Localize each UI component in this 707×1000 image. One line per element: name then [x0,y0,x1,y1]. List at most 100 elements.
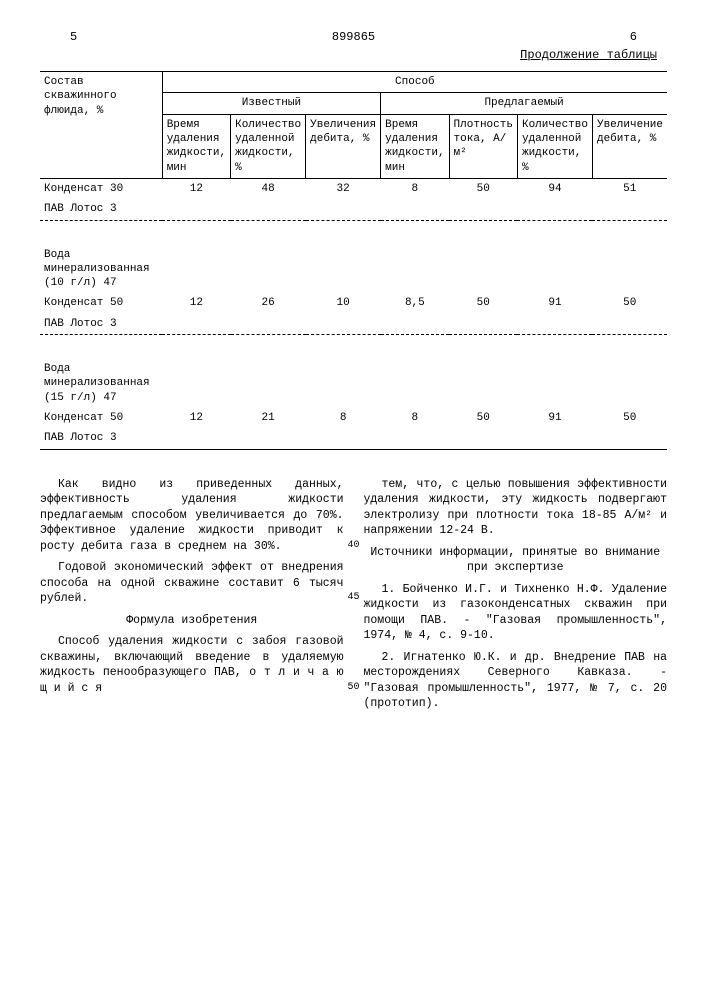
left-p1: Как видно из приведенных данных, эффекти… [40,477,344,555]
cell: 48 [231,178,306,199]
table-row: Конденсат 50122188509150 [40,408,667,428]
group-spacer [40,343,667,359]
page-header: 5 899865 6 [40,30,667,46]
line-num-40: 40 [329,539,359,553]
col-c4: Время удаления жидкости, мин [381,114,449,178]
col-c1: Время удаления жидкости, мин [162,114,230,178]
table-row: ПАВ Лотос 3 [40,314,667,335]
line-num-50: 50 [329,681,359,695]
row-label: Конденсат 50 [40,293,162,313]
cell: 8 [381,408,449,428]
cell: 8 [306,408,381,428]
col-group-main: Способ [162,72,667,93]
cell [162,245,230,294]
cell [517,314,592,335]
table-row: ПАВ Лотос 3 [40,428,667,449]
col-c3: Увеличения дебита, % [306,114,381,178]
cell [162,359,230,408]
left-column: Как видно из приведенных данных, эффекти… [40,477,344,718]
cell: 12 [162,178,230,199]
cell [592,428,667,449]
row-label: ПАВ Лотос 3 [40,314,162,335]
cell: 26 [231,293,306,313]
col-c6: Количество удаленной жидкости, % [517,114,592,178]
group-separator [40,335,667,344]
cell [381,428,449,449]
col-c5: Плотность тока, А/м² [449,114,517,178]
cell [381,359,449,408]
cell [306,314,381,335]
right-column: тем, что, с целью повышения эффективност… [364,477,668,718]
left-p3: Способ удаления жидкости с забоя газовой… [40,634,344,696]
group-spacer [40,229,667,245]
cell [449,199,517,220]
cell: 50 [449,293,517,313]
cell [162,314,230,335]
cell [231,428,306,449]
cell: 21 [231,408,306,428]
body-columns: Как видно из приведенных данных, эффекти… [40,477,667,718]
cell: 50 [592,408,667,428]
cell: 32 [306,178,381,199]
cell [381,314,449,335]
cell: 50 [449,178,517,199]
cell [231,245,306,294]
table-row: Конденсат 501226108,5509150 [40,293,667,313]
cell [449,245,517,294]
cell: 50 [449,408,517,428]
line-num-45: 45 [329,591,359,605]
row-label: Вода минерализованная (15 г/л) 47 [40,359,162,408]
col-c7: Увеличение дебита, % [592,114,667,178]
row-label: ПАВ Лотос 3 [40,428,162,449]
cell: 10 [306,293,381,313]
cell [306,199,381,220]
cell [162,199,230,220]
row-header: Состав скважинного флюида, % [40,72,162,179]
cell [381,199,449,220]
col-c2: Количество удаленной жидкости, % [231,114,306,178]
cell [381,245,449,294]
cell: 50 [592,293,667,313]
page-num-right: 6 [630,30,637,46]
cell [306,428,381,449]
table-bottom [40,449,667,457]
table-continuation: Продолжение таблицы [40,48,667,64]
cell [592,199,667,220]
cell [517,359,592,408]
table-row: Конденсат 301248328509451 [40,178,667,199]
doc-number: 899865 [332,30,375,46]
group-separator [40,220,667,229]
formula-title: Формула изобретения [40,613,344,629]
cell: 91 [517,293,592,313]
cell: 91 [517,408,592,428]
cell [231,359,306,408]
cell [231,199,306,220]
cell [517,428,592,449]
table-row: Вода минерализованная (15 г/л) 47 [40,359,667,408]
sources-title: Источники информации, принятые во вниман… [364,545,668,576]
cell [449,428,517,449]
cell: 8 [381,178,449,199]
cell [162,428,230,449]
table-row: Вода минерализованная (10 г/л) 47 [40,245,667,294]
right-p3: 2. Игнатенко Ю.К. и др. Внедрение ПАВ на… [364,650,668,712]
row-label: Конденсат 50 [40,408,162,428]
left-p2: Годовой экономический эффект от внедрени… [40,560,344,607]
cell [517,199,592,220]
page-num-left: 5 [70,30,77,46]
row-label: ПАВ Лотос 3 [40,199,162,220]
cell [592,359,667,408]
cell [517,245,592,294]
cell [306,245,381,294]
cell [306,359,381,408]
cell [449,314,517,335]
cell: 94 [517,178,592,199]
cell: 12 [162,408,230,428]
cell [592,245,667,294]
cell: 12 [162,293,230,313]
data-table: Состав скважинного флюида, % Способ Изве… [40,71,667,456]
right-p2: 1. Бойченко И.Г. и Тихненко Н.Ф. Удалени… [364,582,668,644]
col-group-known: Известный [162,93,380,114]
cell [449,359,517,408]
row-label: Вода минерализованная (10 г/л) 47 [40,245,162,294]
